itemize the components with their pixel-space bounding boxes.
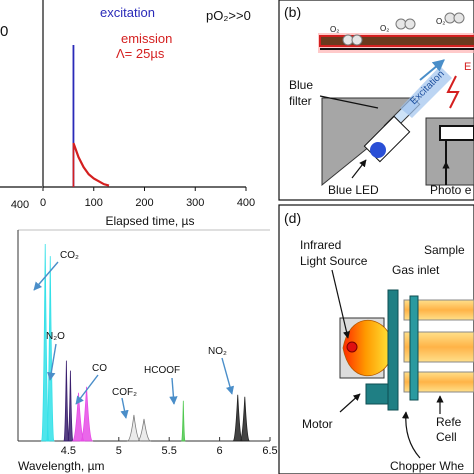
spectrum-x-tick-label: 5 xyxy=(116,445,122,457)
peak-no2 xyxy=(239,396,251,442)
photodetector-label: Photo e xyxy=(430,183,472,197)
panel-d-label: (d) xyxy=(284,210,301,226)
motor-label: Motor xyxy=(302,417,333,431)
spectrum-peaks xyxy=(40,244,251,442)
label-n2o: N₂O xyxy=(46,331,65,342)
decay-series xyxy=(72,45,110,187)
x-tick-label: 300 xyxy=(186,197,204,209)
x-axis-title: Elapsed time, µs xyxy=(106,214,195,228)
filter-pointer xyxy=(319,95,379,109)
arrow-no2 xyxy=(221,357,235,395)
chopper-plate-front xyxy=(387,289,399,411)
peak-co2 xyxy=(45,256,55,442)
motor-body xyxy=(365,383,389,405)
led-dome xyxy=(370,142,386,158)
reference-cell-label-line1: Refe xyxy=(436,415,462,429)
panel-b: (b) O₂ O₂ O₂ Excitati xyxy=(278,0,474,201)
label-hcoof: HCOOF xyxy=(144,365,180,376)
legend-excitation: excitation xyxy=(100,5,155,20)
chopper-wheel-label: Chopper Whe xyxy=(390,459,464,473)
spectrum-x-tick-label: 6 xyxy=(217,445,223,457)
blue-filter-label-line1: Blue xyxy=(289,78,313,92)
arrow-co2 xyxy=(33,261,59,291)
panel-d: (d) Infrared Light Source Sample Gas inl… xyxy=(278,204,474,474)
detector-window xyxy=(439,125,474,141)
panel-c: 4.5 5 5.5 6 6.5 CO₂ N₂O CO COF₂ HCOOF NO₂ Wa… xyxy=(17,229,278,473)
gas-inlet-label: Gas inlet xyxy=(392,263,440,277)
ir-emitter xyxy=(346,341,358,353)
peak-hcoof xyxy=(181,400,186,442)
spectrum-x-axis-title: Wavelength, µm xyxy=(18,459,105,473)
o2-label: O₂ xyxy=(436,17,445,26)
label-no2: NO₂ xyxy=(208,346,227,357)
legend-lambda: Λ= 25µs xyxy=(116,46,165,61)
emission-decay-curve xyxy=(72,142,110,187)
sample-label: Sample xyxy=(424,243,465,257)
peak-cof2 xyxy=(126,414,142,442)
blue-led-label: Blue LED xyxy=(328,183,379,197)
excitation-arrow xyxy=(419,59,445,81)
x-tick-label: 400 xyxy=(237,197,255,209)
label-co2: CO₂ xyxy=(60,250,79,261)
o2-molecule: O₂ xyxy=(380,18,416,33)
excitation-beam xyxy=(400,66,452,118)
peak-n2o xyxy=(63,360,70,442)
chopper-pointer xyxy=(401,411,421,459)
spectrum-x-tick-label: 6.5 xyxy=(262,445,277,457)
ir-source-label-line1: Infrared xyxy=(300,238,341,252)
condition-label: pO₂>>0 xyxy=(206,8,251,23)
x-tick-label: 100 xyxy=(85,197,103,209)
spectrum-x-tick-label: 4.5 xyxy=(61,445,76,457)
o2-label: O₂ xyxy=(330,25,339,34)
motor-pointer xyxy=(339,393,361,413)
x-tick-label: 0 xyxy=(40,197,46,209)
o2-molecule: O₂ xyxy=(436,12,465,26)
arrow-co xyxy=(75,374,99,405)
x-tick-label: 200 xyxy=(135,197,153,209)
arrow-hcoof xyxy=(169,377,178,405)
spectrum-x-tick-label: 5.5 xyxy=(162,445,177,457)
label-cof2: COF₂ xyxy=(112,387,137,398)
o2-label: O₂ xyxy=(380,24,389,33)
left-tick-label-0: 0 xyxy=(0,23,8,40)
label-co: CO xyxy=(92,363,107,374)
sample-tube-upper xyxy=(403,299,474,321)
reference-cell-label-line2: Cell xyxy=(436,430,457,444)
legend-emission: emission xyxy=(121,31,172,46)
peak-n2o xyxy=(67,370,74,442)
arrow-n2o xyxy=(47,343,57,381)
panel-b-label: (b) xyxy=(284,4,301,20)
x-axis-ticks: 0 100 200 300 400 xyxy=(40,187,255,209)
sensor-film xyxy=(319,35,474,47)
emission-bolt xyxy=(446,75,460,109)
sample-tube-lower xyxy=(403,371,474,393)
o2-molecule: O₂ xyxy=(330,25,363,46)
left-tick-label-400: 400 xyxy=(11,199,29,211)
ir-source-label-line2: Light Source xyxy=(300,254,368,268)
peak-cof2 xyxy=(136,418,152,442)
source-pointer xyxy=(331,269,351,339)
peak-co xyxy=(79,386,94,442)
arrow-cof2 xyxy=(120,397,129,419)
peak-no2 xyxy=(232,394,244,442)
blue-filter-label-line2: filter xyxy=(289,94,312,108)
panel-a: 0 400 0 100 200 300 400 excitation emission … xyxy=(0,0,255,228)
chopper-plate-rear xyxy=(409,295,419,401)
spectrum-x-ticks: 4.5 5 5.5 6 6.5 xyxy=(61,437,278,457)
emission-label: E xyxy=(464,61,471,73)
led-pointer xyxy=(351,159,367,179)
